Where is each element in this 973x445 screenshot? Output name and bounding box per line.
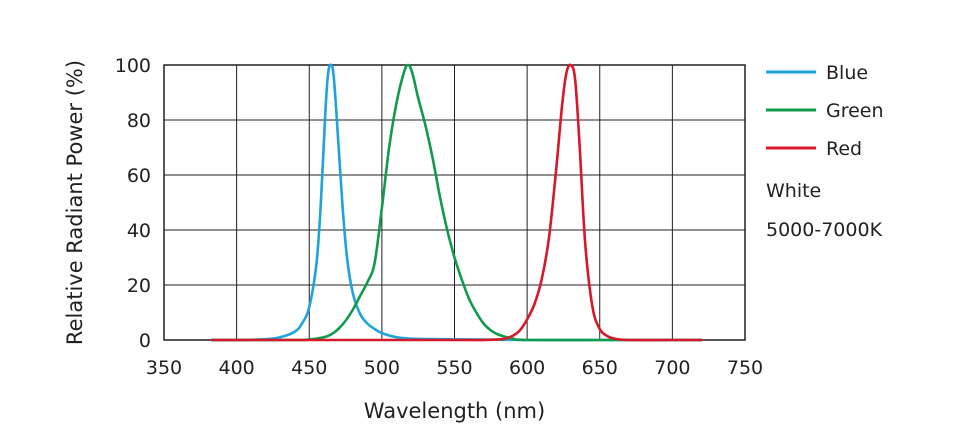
y-tick-label: 80 (127, 110, 151, 132)
x-axis-title: Wavelength (nm) (364, 399, 545, 423)
legend-label-red: Red (826, 138, 862, 160)
x-tick-label: 350 (146, 357, 182, 379)
series-line-blue (210, 63, 703, 342)
legend-label-blue: Blue (826, 62, 868, 84)
x-tick-label: 450 (291, 357, 327, 379)
y-tick-label: 0 (139, 330, 151, 352)
series-line-red (210, 63, 703, 342)
y-axis-ticks: 0 20 40 60 80 100 (115, 55, 151, 352)
legend-note-cct: 5000-7000K (766, 219, 883, 241)
y-axis-title: Relative Radiant Power (%) (63, 60, 87, 345)
x-axis-ticks: 350 400 450 500 550 600 650 700 750 (146, 357, 763, 379)
legend: Blue Green Red (766, 62, 884, 160)
y-tick-label: 100 (115, 55, 151, 77)
x-tick-label: 600 (509, 357, 545, 379)
y-tick-label: 20 (127, 275, 151, 297)
legend-label-green: Green (826, 100, 884, 122)
x-tick-label: 550 (436, 357, 472, 379)
grid (164, 65, 745, 340)
x-tick-label: 700 (654, 357, 690, 379)
y-tick-label: 40 (127, 220, 151, 242)
y-tick-label: 60 (127, 165, 151, 187)
series-line-green (210, 63, 703, 342)
x-tick-label: 500 (364, 357, 400, 379)
series-layer (210, 63, 703, 342)
x-tick-label: 400 (218, 357, 254, 379)
legend-note-white: White (766, 180, 821, 202)
x-tick-label: 650 (582, 357, 618, 379)
x-tick-label: 750 (727, 357, 763, 379)
